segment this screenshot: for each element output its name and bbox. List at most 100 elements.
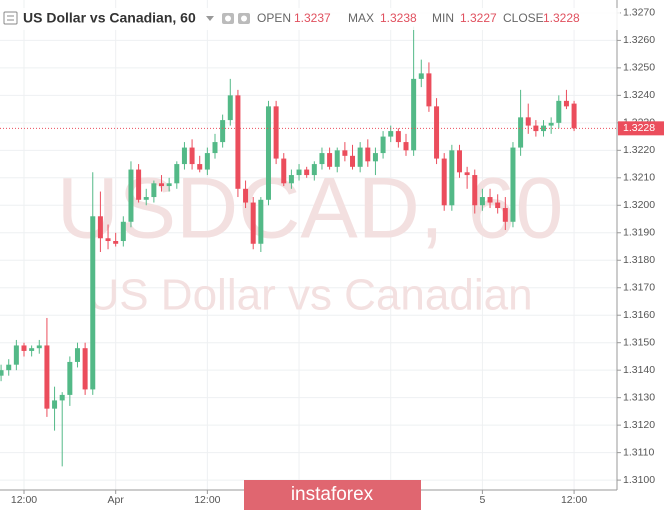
candle-body [571, 103, 577, 129]
candle-body [441, 158, 447, 206]
candle-body [212, 142, 218, 154]
candle-body [350, 155, 356, 167]
watermark-symbol: USDCAD, 60 [57, 161, 564, 257]
candle-body [235, 95, 241, 189]
candle-body [82, 348, 88, 390]
candle-body [105, 238, 111, 242]
y-tick-label: 1.3120 [623, 419, 655, 431]
candle-body [472, 175, 478, 206]
candle-body [403, 142, 409, 151]
candle-body [113, 241, 119, 244]
close-label: CLOSE [503, 11, 544, 25]
candle-body [479, 197, 485, 206]
candle-body [97, 216, 103, 239]
candle-body [181, 147, 187, 165]
y-tick-label: 1.3100 [623, 474, 655, 486]
candle-body [174, 164, 180, 184]
x-tick-label: Apr [108, 494, 125, 506]
candle-body [426, 73, 432, 107]
candle-body [288, 175, 294, 184]
candle-body [525, 117, 531, 126]
min-label: MIN [432, 11, 454, 25]
candle-body [487, 197, 493, 203]
y-tick-label: 1.3250 [623, 62, 655, 74]
candle-body [120, 221, 126, 242]
candle-body [44, 345, 50, 409]
x-tick-label: 12:00 [11, 494, 37, 506]
candle-body [151, 183, 157, 198]
menu-icon[interactable] [3, 11, 18, 25]
candle-body [502, 208, 508, 222]
candle-body [273, 106, 279, 159]
candle-body [342, 150, 348, 156]
icon-settings-dot [225, 15, 231, 22]
candle-body [304, 169, 310, 176]
candle-body [74, 348, 80, 362]
candle-body [0, 370, 4, 376]
y-tick-label: 1.3190 [623, 227, 655, 239]
header-bg [0, 8, 620, 30]
candle-body [36, 345, 42, 349]
banner[interactable] [244, 480, 421, 510]
y-tick-label: 1.3110 [623, 446, 654, 458]
y-tick-label: 1.3180 [623, 254, 655, 266]
candle-body [13, 345, 19, 365]
watermark-name: US Dollar vs Canadian [87, 271, 532, 320]
chart-title: US Dollar vs Canadian, 60 [23, 10, 196, 26]
candle-body [334, 150, 340, 167]
candle-body [243, 188, 249, 203]
min-value: 1.3227 [460, 11, 497, 25]
candle-body [319, 153, 325, 165]
last-price-label: 1.3228 [623, 122, 655, 134]
candle-body [563, 100, 569, 107]
candle-body [29, 348, 35, 351]
candle-body [388, 131, 394, 137]
candle-body [327, 153, 333, 167]
candle-body [548, 122, 554, 126]
y-tick-label: 1.3200 [623, 199, 655, 211]
open-label: OPEN [257, 11, 291, 25]
candle-body [166, 183, 172, 187]
y-tick-label: 1.3270 [623, 7, 655, 19]
x-tick-label: 5 [479, 494, 485, 506]
candle-body [372, 153, 378, 162]
max-value: 1.3238 [380, 11, 417, 25]
candle-body [258, 199, 264, 244]
max-label: MAX [348, 11, 374, 25]
candle-body [380, 136, 386, 154]
y-tick-label: 1.3220 [623, 144, 655, 156]
plot [0, 26, 617, 467]
candle-body [518, 117, 524, 148]
candle-body [204, 153, 210, 170]
x-tick-label: 12:00 [561, 494, 587, 506]
candle-body [189, 147, 195, 165]
y-tick-label: 1.3170 [623, 282, 655, 294]
candle-body [67, 361, 73, 395]
candle-body [434, 106, 440, 159]
y-tick-label: 1.3160 [623, 309, 655, 321]
candle-body [556, 100, 562, 123]
icon-eye-dot [241, 15, 247, 22]
candle-body [464, 172, 470, 176]
candle-body [265, 106, 271, 200]
candle-body [495, 202, 501, 209]
dropdown-caret[interactable] [206, 16, 214, 21]
open-value: 1.3237 [294, 11, 331, 25]
candle-body [411, 78, 417, 151]
candle-body [159, 183, 165, 187]
y-tick-label: 1.3150 [623, 336, 655, 348]
candle-body [227, 95, 233, 121]
candle-body [90, 216, 96, 390]
candle-body [533, 125, 539, 132]
candle-body [6, 364, 12, 371]
candle-body [220, 120, 226, 143]
candle-body [395, 131, 401, 143]
candle-body [128, 169, 134, 222]
banner-text[interactable]: instaforex [291, 484, 374, 505]
x-tick-label: 12:00 [194, 494, 220, 506]
candle-body [357, 147, 363, 167]
candle-body [143, 197, 149, 200]
candle-body [281, 158, 287, 184]
